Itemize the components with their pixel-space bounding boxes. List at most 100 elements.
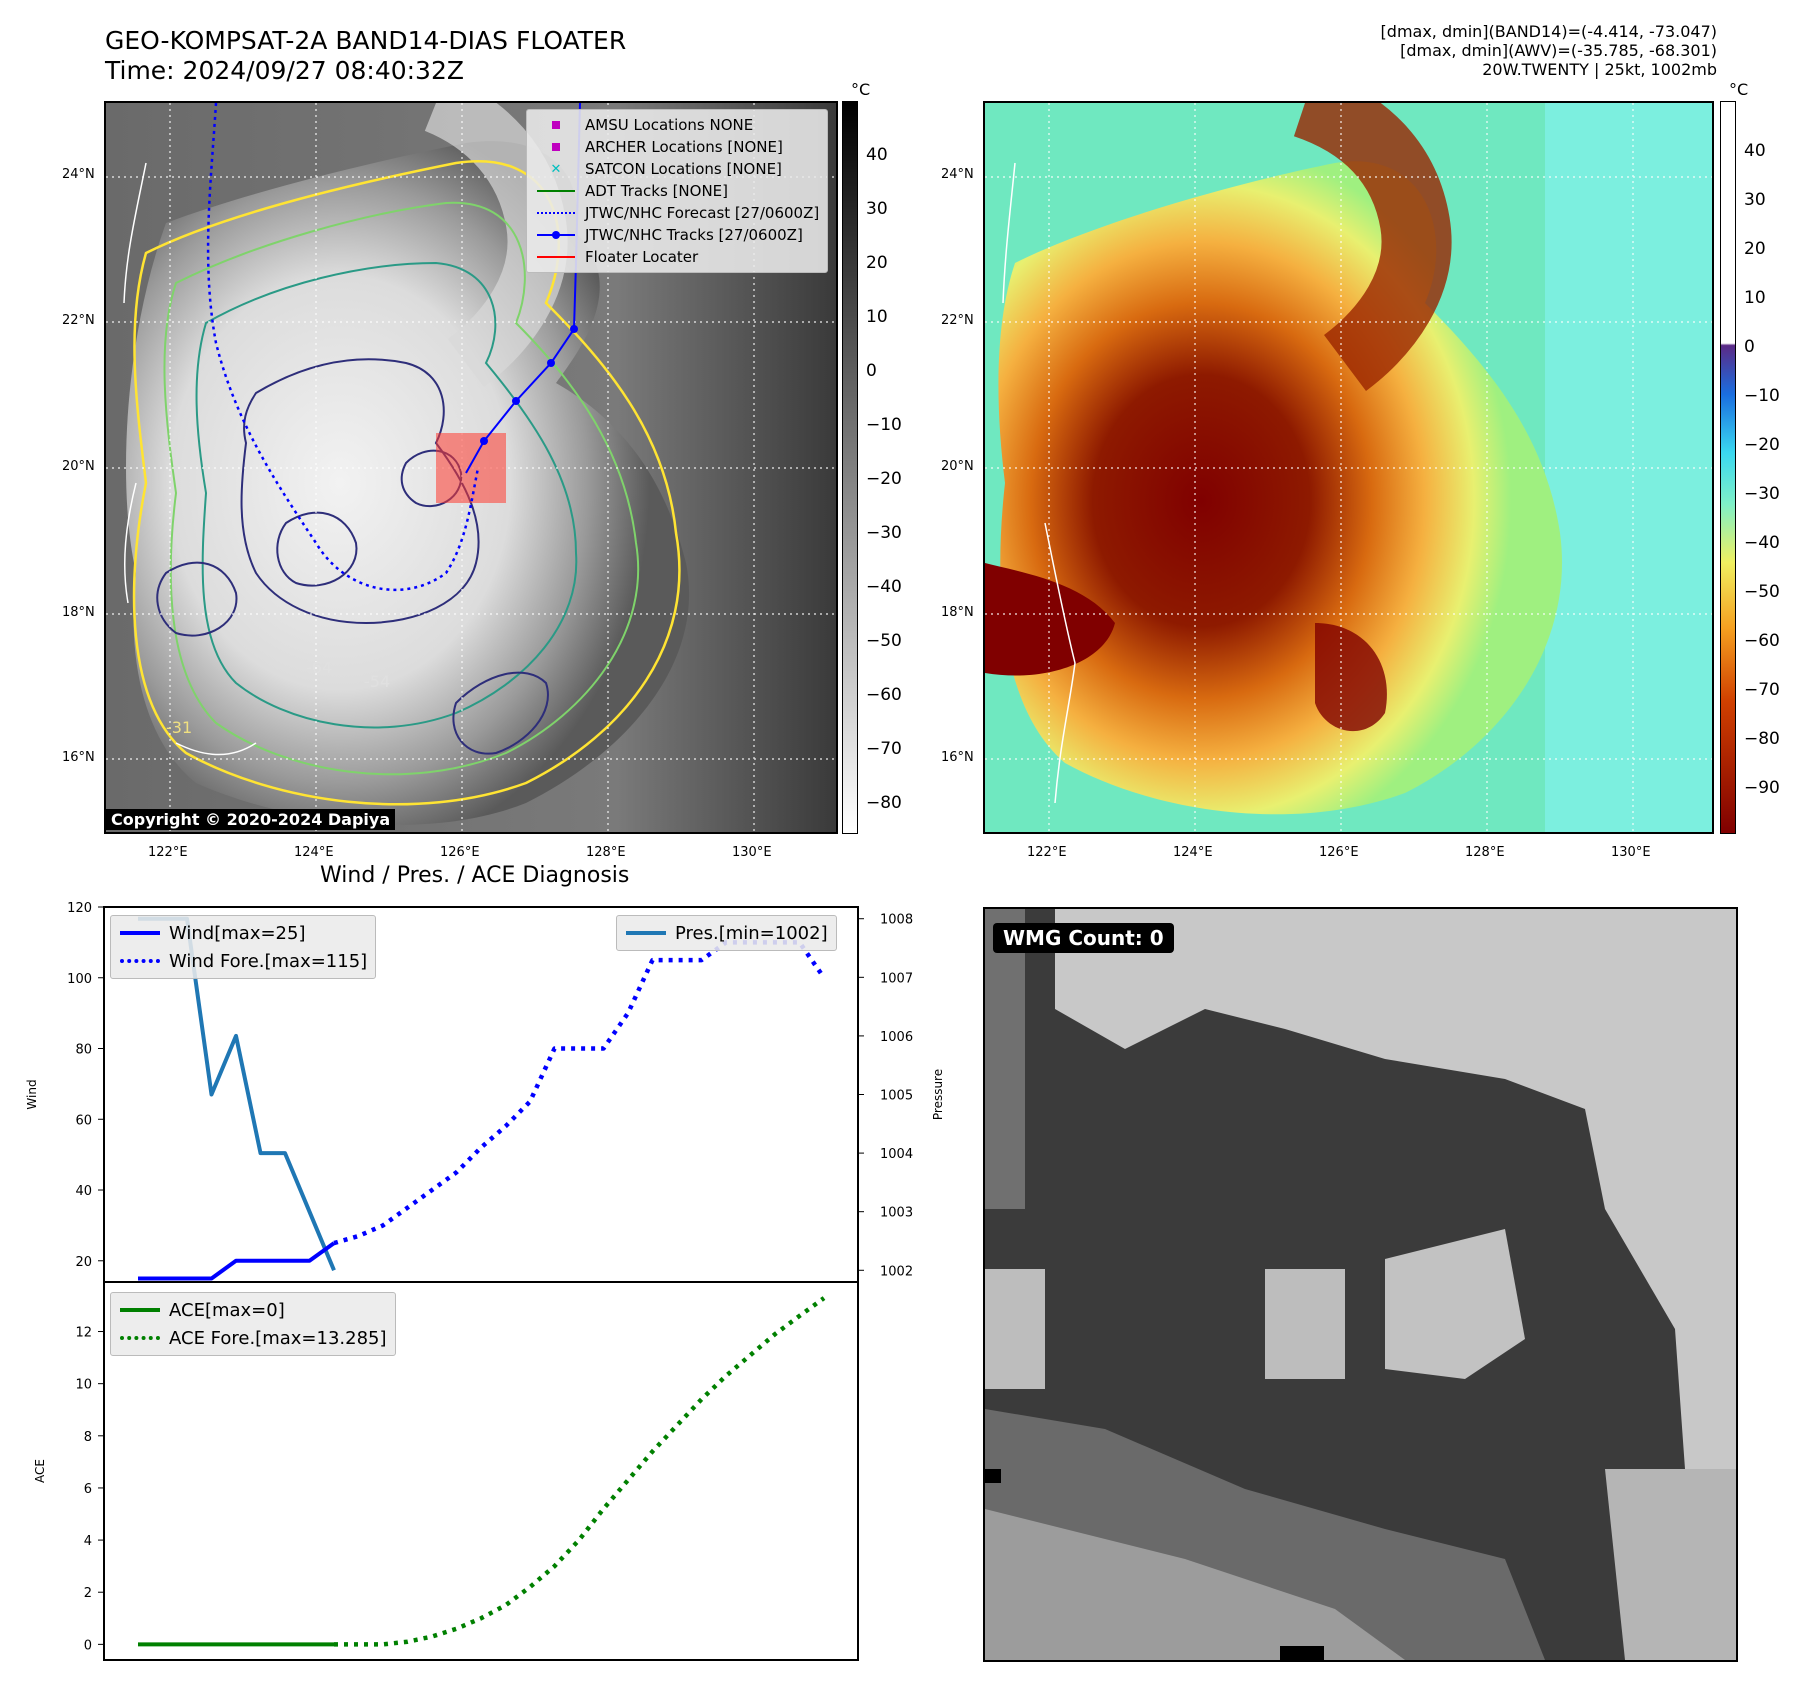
pressure-y-tick-label: 1004 [880,1147,913,1162]
legend-item-floater: Floater Locater [535,246,819,268]
legend-item-ace: ACE[max=0] [119,1296,387,1324]
wind-y-tick-label: 80 [75,1043,92,1058]
ace-y-tick-label: 0 [84,1638,92,1653]
contour-label: -64 [306,658,332,677]
lat-tick: 18°N [62,605,95,620]
lat-tick: 16°N [941,750,974,765]
info-line-1: [dmax, dmin](BAND14)=(-4.414, -73.047) [1380,22,1717,41]
wind-axis-label: Wind [25,1079,39,1109]
ace-axis-label: ACE [33,1459,47,1483]
legend-label: Floater Locater [585,248,699,266]
lat-tick: 22°N [62,313,95,328]
line-dot-icon [535,231,577,239]
wind-legend: Wind[max=25] Wind Fore.[max=115] [110,915,377,979]
colorbar-tick: −20 [866,469,902,489]
right-colorbar-unit: °C [1729,80,1749,99]
awv-map-panel [983,101,1714,834]
pressure-y-tick-label: 1006 [880,1030,913,1045]
diagnosis-chart: 2040608010012010021003100410051006100710… [25,901,945,1661]
title-line-1: GEO-KOMPSAT-2A BAND14-DIAS FLOATER [105,26,627,55]
legend-label: JTWC/NHC Tracks [27/0600Z] [585,226,803,244]
legend-label: ARCHER Locations [NONE] [585,138,783,156]
legend-label: Wind[max=25] [169,922,306,944]
colorbar-tick: −30 [866,523,902,543]
lon-tick: 126°E [1319,845,1359,860]
chart-title: GEO-KOMPSAT-2A BAND14-DIAS FLOATER Time:… [105,26,626,86]
colorbar-tick: −40 [866,577,902,597]
pressure-y-tick-label: 1003 [880,1206,913,1221]
colorbar-tick: −60 [1744,631,1780,651]
ace-y-tick-label: 10 [75,1378,92,1393]
right-colorbar [1720,101,1736,834]
colorbar-tick: −30 [1744,484,1780,504]
legend-item-satcon: ✕ SATCON Locations [NONE] [535,158,819,180]
info-line-3: 20W.TWENTY | 25kt, 1002mb [1482,60,1717,79]
legend-item-wind: Wind[max=25] [119,919,367,947]
wmg-count-badge: WMG Count: 0 [993,923,1174,953]
lon-tick: 126°E [440,845,480,860]
colorbar-tick: −70 [1744,680,1780,700]
legend-label: SATCON Locations [NONE] [585,160,782,178]
x-marker-icon: ✕ [550,161,562,177]
square-marker-icon [535,143,577,151]
colorbar-tick: −50 [1744,582,1780,602]
colorbar-tick: 30 [1744,190,1766,210]
diagnostics-info: [dmax, dmin](BAND14)=(-4.414, -73.047) [… [1381,22,1717,79]
lat-tick: 24°N [62,167,95,182]
lon-tick: 128°E [586,845,626,860]
legend-item-pressure: Pres.[min=1002] [625,919,828,947]
colorbar-tick: 20 [1744,239,1766,259]
legend-item-amsu: AMSU Locations NONE [535,114,819,136]
ace-y-tick-label: 2 [84,1586,92,1601]
ace-forecast-line [334,1296,826,1647]
legend-label: ACE[max=0] [169,1299,285,1321]
legend-label: Wind Fore.[max=115] [169,950,368,972]
lat-tick: 22°N [941,313,974,328]
colorbar-tick: 40 [866,145,888,165]
left-colorbar [842,101,858,834]
legend-label: ACE Fore.[max=13.285] [169,1327,387,1349]
left-colorbar-unit: °C [851,80,871,99]
wind-y-tick-label: 20 [75,1255,92,1270]
legend-item-wind-forecast: Wind Fore.[max=115] [119,947,367,975]
lat-tick: 20°N [941,459,974,474]
lon-tick: 128°E [1465,845,1505,860]
colorbar-tick: −70 [866,739,902,759]
lon-tick: 124°E [294,845,334,860]
pressure-axis-label: Pressure [931,1069,945,1120]
line-icon [535,190,577,192]
ace-y-tick-label: 12 [75,1326,92,1341]
colorbar-tick: −20 [1744,435,1780,455]
wmg-image [985,909,1736,1660]
line-icon [119,1308,161,1312]
line-icon [535,256,577,258]
contour-label: -31 [166,718,192,737]
title-line-2: Time: 2024/09/27 08:40:32Z [105,56,464,85]
colorbar-tick: 40 [1744,141,1766,161]
lon-tick: 122°E [1027,845,1067,860]
wind-y-tick-label: 60 [75,1113,92,1128]
pressure-legend: Pres.[min=1002] [616,915,837,951]
wind-y-tick-label: 40 [75,1184,92,1199]
dotted-line-icon [119,959,161,963]
legend-label: Pres.[min=1002] [675,922,828,944]
colorbar-tick: −90 [1744,778,1780,798]
legend-item-jtwc-tracks: JTWC/NHC Tracks [27/0600Z] [535,224,819,246]
colorbar-tick: −60 [866,685,902,705]
colorbar-tick: −40 [1744,533,1780,553]
dotted-line-icon [119,1336,161,1340]
legend-item-archer: ARCHER Locations [NONE] [535,136,819,158]
contour-label: -54 [364,672,390,691]
colorbar-tick: −50 [866,631,902,651]
lon-tick: 124°E [1173,845,1213,860]
line-icon [625,931,667,935]
awv-map-image [985,103,1712,832]
legend-item-adt: ADT Tracks [NONE] [535,180,819,202]
legend-label: ADT Tracks [NONE] [585,182,729,200]
diagnosis-title: Wind / Pres. / ACE Diagnosis [320,863,630,888]
colorbar-tick: 10 [1744,288,1766,308]
square-marker-icon [535,121,577,129]
pressure-y-tick-label: 1002 [880,1264,913,1279]
ace-axes-frame [103,1281,859,1661]
lat-tick: 20°N [62,459,95,474]
